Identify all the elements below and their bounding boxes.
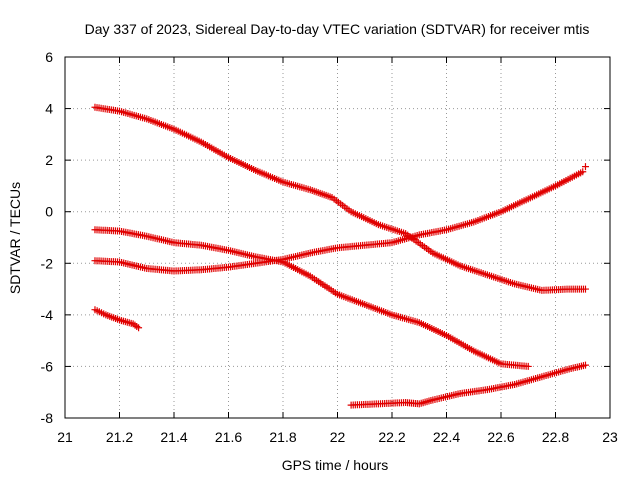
grid [65, 57, 610, 418]
y-tick-label: -4 [41, 307, 54, 323]
y-tick-label: 6 [45, 49, 53, 65]
x-axis-label: GPS time / hours [282, 457, 389, 473]
y-tick-label: -6 [41, 358, 54, 374]
track-c-point [581, 163, 589, 171]
x-tick-label: 21 [57, 429, 73, 445]
track-b-point [524, 362, 532, 370]
x-tick-label: 21.6 [215, 429, 242, 445]
x-tick-label: 23 [602, 429, 618, 445]
track-a-point [581, 285, 589, 293]
y-tick-label: -8 [41, 410, 54, 426]
track-d-point [135, 324, 143, 332]
x-tick-label: 22.4 [433, 429, 460, 445]
x-tick-label: 21.2 [106, 429, 133, 445]
x-tick-label: 22.2 [378, 429, 405, 445]
x-tick-label: 21.4 [160, 429, 187, 445]
chart-title: Day 337 of 2023, Sidereal Day-to-day VTE… [85, 21, 590, 37]
x-tick-label: 21.8 [269, 429, 296, 445]
y-tick-label: 0 [45, 204, 53, 220]
data-points [91, 103, 589, 409]
x-tick-label: 22.8 [542, 429, 569, 445]
y-tick-label: 2 [45, 152, 53, 168]
track-e-point [581, 361, 589, 369]
y-tick-label: 4 [45, 101, 53, 117]
axis-ticks: 21 21.2 21.4 21.6 21.8 22 22.2 22.4 22.6 22.8 23 -8… [41, 49, 618, 445]
y-tick-label: -2 [41, 255, 54, 271]
x-tick-label: 22.6 [487, 429, 514, 445]
y-axis-label: SDTVAR / TECUs [7, 182, 23, 294]
x-tick-label: 22 [330, 429, 346, 445]
plot-frame [64, 56, 611, 419]
track-c-point [579, 168, 587, 176]
